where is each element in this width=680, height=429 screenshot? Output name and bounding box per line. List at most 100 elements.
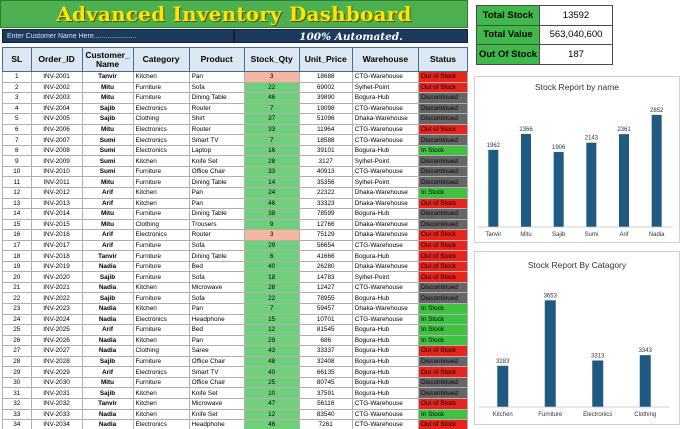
cell-sl[interactable]: 27 — [2, 345, 32, 357]
cell-sl[interactable]: 32 — [2, 397, 32, 410]
cell-stock-qty[interactable]: 12 — [243, 324, 300, 336]
cell-warehouse[interactable]: CTG-Warehouse — [351, 165, 420, 178]
cell-status[interactable]: Out of Stock — [418, 123, 468, 136]
cell-sl[interactable]: 4 — [2, 102, 32, 115]
cell-product[interactable]: Sofa — [188, 271, 245, 283]
cell-stock-qty[interactable]: 14 — [243, 176, 300, 188]
cell-stock-qty[interactable]: 22 — [243, 292, 300, 305]
cell-product[interactable]: Knife Set — [188, 408, 245, 421]
table-row[interactable]: 26 INV-2026 Nadia Kitchen Pan 29 686 Bogura-Hub… — [2, 334, 468, 347]
cell-category[interactable]: Kitchen — [132, 281, 190, 294]
cell-unit-price[interactable]: 10701 — [298, 313, 353, 326]
cell-customer-name[interactable]: Sumi — [81, 144, 134, 157]
cell-sl[interactable]: 28 — [2, 355, 32, 368]
table-row[interactable]: 33 INV-2033 Nadia Kitchen Knife Set 12 83540 CT… — [2, 408, 468, 421]
cell-product[interactable]: Dining Table — [188, 250, 245, 262]
cell-customer-name[interactable]: Sajib — [81, 271, 134, 283]
cell-sl[interactable]: 29 — [2, 366, 32, 378]
cell-order-id[interactable]: INV-2032 — [30, 397, 83, 410]
cell-product[interactable]: Headphone — [188, 419, 245, 429]
cell-category[interactable]: Furniture — [132, 176, 190, 188]
col-header-warehouse[interactable]: Warehouse — [351, 47, 420, 72]
cell-warehouse[interactable]: Bogura-Hub — [351, 208, 420, 220]
cell-unit-price[interactable]: 56654 — [298, 239, 353, 252]
cell-category[interactable]: Kitchen — [132, 197, 190, 210]
cell-status[interactable]: Out of Stock — [418, 345, 468, 357]
cell-status[interactable]: Out of Stock — [418, 260, 468, 273]
cell-warehouse[interactable]: Dhaka-Warehouse — [351, 197, 420, 210]
cell-warehouse[interactable]: Sylhet-Point — [351, 271, 420, 283]
cell-customer-name[interactable]: Sumi — [81, 155, 134, 167]
cell-category[interactable]: Kitchen — [132, 334, 190, 347]
cell-customer-name[interactable]: Sajib — [81, 113, 134, 125]
cell-product[interactable]: Pan — [188, 71, 245, 83]
cell-category[interactable]: Electronics — [132, 123, 190, 136]
cell-warehouse[interactable]: Dhaka-Warehouse — [351, 260, 420, 273]
cell-customer-name[interactable]: Sumi — [81, 165, 134, 178]
cell-product[interactable]: Microwave — [188, 281, 245, 294]
cell-stock-qty[interactable]: 47 — [243, 397, 300, 410]
cell-sl[interactable]: 31 — [2, 387, 32, 399]
cell-product[interactable]: Bed — [188, 324, 245, 336]
cell-unit-price[interactable]: 26280 — [298, 260, 353, 273]
cell-unit-price[interactable]: 51096 — [298, 113, 353, 125]
cell-customer-name[interactable]: Arif — [81, 197, 134, 210]
cell-unit-price[interactable]: 12766 — [298, 218, 353, 231]
cell-unit-price[interactable]: 33323 — [298, 197, 353, 210]
table-row[interactable]: 34 INV-2034 Nadia Electronics Headphone 46 726… — [2, 419, 468, 429]
cell-unit-price[interactable]: 18588 — [298, 134, 353, 146]
cell-status[interactable]: Out of Stock — [418, 71, 468, 83]
cell-warehouse[interactable]: Bogura-Hub — [351, 355, 420, 368]
cell-sl[interactable]: 12 — [2, 187, 32, 199]
cell-category[interactable]: Furniture — [132, 271, 190, 283]
cell-category[interactable]: Furniture — [132, 324, 190, 336]
cell-category[interactable]: Clothing — [132, 345, 190, 357]
cell-unit-price[interactable]: 19098 — [298, 102, 353, 115]
cell-product[interactable]: Smart TV — [188, 366, 245, 378]
table-row[interactable]: 8 INV-2008 Sumi Electronics Laptop 16 39101 Bog… — [2, 144, 468, 157]
cell-sl[interactable]: 24 — [2, 313, 32, 326]
cell-sl[interactable]: 7 — [2, 134, 32, 146]
cell-status[interactable]: In Stock — [418, 187, 468, 199]
cell-category[interactable]: Electronics — [132, 229, 190, 241]
table-row[interactable]: 18 INV-2018 Tanvir Furniture Dining Table 6 41… — [2, 250, 468, 262]
cell-order-id[interactable]: INV-2029 — [30, 366, 83, 378]
cell-stock-qty[interactable]: 46 — [243, 197, 300, 210]
cell-customer-name[interactable]: Nadia — [81, 260, 134, 273]
cell-sl[interactable]: 25 — [2, 324, 32, 336]
cell-order-id[interactable]: INV-2011 — [30, 176, 83, 188]
cell-status[interactable]: Out of Stock — [418, 271, 468, 283]
table-row[interactable]: 17 INV-2017 Arif Furniture Sofa 29 56654 CTG-Wa… — [2, 239, 468, 252]
cell-status[interactable]: In Stock — [418, 303, 468, 315]
cell-sl[interactable]: 21 — [2, 281, 32, 294]
cell-customer-name[interactable]: Sumi — [81, 134, 134, 146]
cell-sl[interactable]: 22 — [2, 292, 32, 305]
cell-unit-price[interactable]: 39101 — [298, 144, 353, 157]
cell-warehouse[interactable]: CTG-Warehouse — [351, 397, 420, 410]
cell-category[interactable]: Clothing — [132, 218, 190, 231]
cell-sl[interactable]: 20 — [2, 271, 32, 283]
cell-order-id[interactable]: INV-2004 — [30, 102, 83, 115]
cell-warehouse[interactable]: Bogura-Hub — [351, 334, 420, 347]
table-row[interactable]: 27 INV-2027 Nadia Clothing Saree 43 33337 Bogur… — [2, 345, 468, 357]
cell-category[interactable]: Furniture — [132, 250, 190, 262]
cell-stock-qty[interactable]: 40 — [243, 366, 300, 378]
table-row[interactable]: 15 INV-2015 Mitu Clothing Trousers 9 12766 Dhak… — [2, 218, 468, 231]
cell-product[interactable]: Sofa — [188, 81, 245, 94]
cell-sl[interactable]: 2 — [2, 81, 32, 94]
cell-order-id[interactable]: INV-2020 — [30, 271, 83, 283]
cell-unit-price[interactable]: 83540 — [298, 408, 353, 421]
cell-order-id[interactable]: INV-2003 — [30, 92, 83, 104]
cell-product[interactable]: Dining Table — [188, 92, 245, 104]
table-row[interactable]: 11 INV-2011 Mitu Furniture Dining Table 14 353… — [2, 176, 468, 188]
table-row[interactable]: 5 INV-2005 Sajib Clothing Shirt 37 51096 Dhaka-… — [2, 113, 468, 125]
cell-category[interactable]: Furniture — [132, 208, 190, 220]
cell-stock-qty[interactable]: 33 — [243, 123, 300, 136]
cell-product[interactable]: Router — [188, 123, 245, 136]
cell-warehouse[interactable]: Bogura-Hub — [351, 376, 420, 389]
summary-value[interactable]: 563,040,600 — [539, 24, 613, 45]
cell-status[interactable]: Discontinued — [418, 355, 468, 368]
cell-category[interactable]: Furniture — [132, 292, 190, 305]
cell-warehouse[interactable]: Bogura-Hub — [351, 92, 420, 104]
col-header-product[interactable]: Product — [188, 47, 245, 72]
